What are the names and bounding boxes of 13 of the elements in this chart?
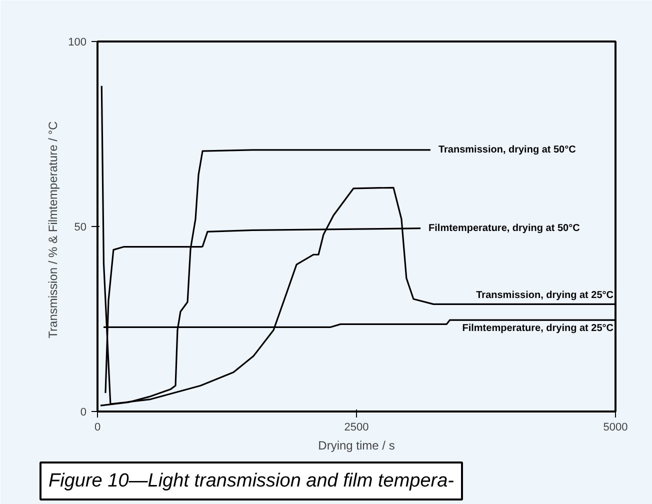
y-tick-label: 50 [74, 222, 87, 234]
caption: Figure 10—Light transmission and film tempera- [48, 470, 454, 492]
y-tick-label: 0 [80, 406, 87, 418]
y-axis-title: Transmission / % & Filmtemperature / °C [46, 120, 60, 338]
series-label: Transmission, drying at 50°C [438, 144, 576, 156]
series-label: Transmission, drying at 25°C [476, 290, 614, 302]
x-axis-title: Drying time / s [318, 438, 395, 452]
x-tick-label: 2500 [344, 422, 369, 434]
y-tick-label: 100 [68, 36, 87, 48]
x-tick-label: 0 [94, 422, 101, 434]
series-label: Filmtemperature, drying at 25°C [462, 323, 614, 334]
series-label: Filmtemperature, drying at 50°C [428, 222, 580, 234]
x-tick-label: 5000 [603, 422, 628, 434]
